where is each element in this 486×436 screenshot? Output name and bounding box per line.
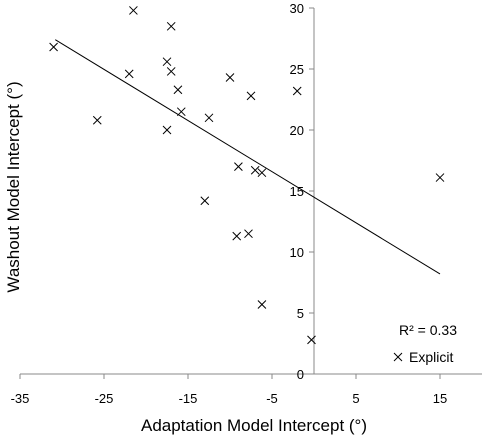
- data-point: [246, 91, 256, 101]
- data-point: [49, 42, 58, 52]
- legend-marker: [393, 352, 403, 362]
- data-point: [234, 162, 243, 171]
- legend-label: Explicit: [409, 349, 453, 365]
- data-point: [200, 196, 210, 206]
- x-tick-label: 15: [433, 391, 447, 406]
- x-tick-label: -15: [179, 391, 198, 406]
- data-point: [166, 21, 176, 31]
- y-axis: [309, 7, 315, 375]
- legend: Explicit: [393, 349, 453, 365]
- data-point: [250, 165, 260, 175]
- data-point: [162, 125, 172, 135]
- x-tick-label: -5: [266, 391, 278, 406]
- data-point: [292, 86, 302, 96]
- data-point: [257, 300, 267, 309]
- data-point: [435, 173, 445, 182]
- y-tick-label: 20: [290, 123, 304, 138]
- data-point: [232, 231, 242, 241]
- y-tick-label: 15: [290, 184, 304, 199]
- data-point: [92, 115, 102, 125]
- data-point: [124, 69, 134, 79]
- y-tick-label: 5: [297, 306, 304, 321]
- x-axis-title: Adaptation Model Intercept (°): [141, 416, 367, 435]
- x-tick-label: 5: [352, 391, 359, 406]
- trend-line: [55, 39, 441, 275]
- data-point: [166, 67, 176, 76]
- data-point: [173, 85, 183, 95]
- data-point: [176, 107, 186, 117]
- x-tick-label: -35: [11, 391, 30, 406]
- data-point: [257, 168, 267, 178]
- y-tick-labels: 0 5 10 15 20 25 30: [290, 1, 304, 382]
- y-tick-label: 10: [290, 245, 304, 260]
- y-tick-label: 0: [297, 367, 304, 382]
- y-tick-label: 30: [290, 1, 304, 16]
- x-tick-label: -25: [95, 391, 114, 406]
- x-tick-labels: -35 -25 -15 -5 5 15: [11, 391, 448, 406]
- x-axis: [19, 373, 482, 379]
- r-squared-label: R² = 0.33: [399, 322, 457, 338]
- data-point: [307, 335, 316, 345]
- data-point: [204, 113, 214, 123]
- data-point: [162, 57, 172, 67]
- y-axis-title: Washout Model Intercept (°): [4, 81, 23, 292]
- y-tick-label: 25: [290, 62, 304, 77]
- data-point: [129, 6, 138, 15]
- data-point: [244, 229, 253, 239]
- data-point: [225, 73, 235, 82]
- data-points: [49, 6, 445, 345]
